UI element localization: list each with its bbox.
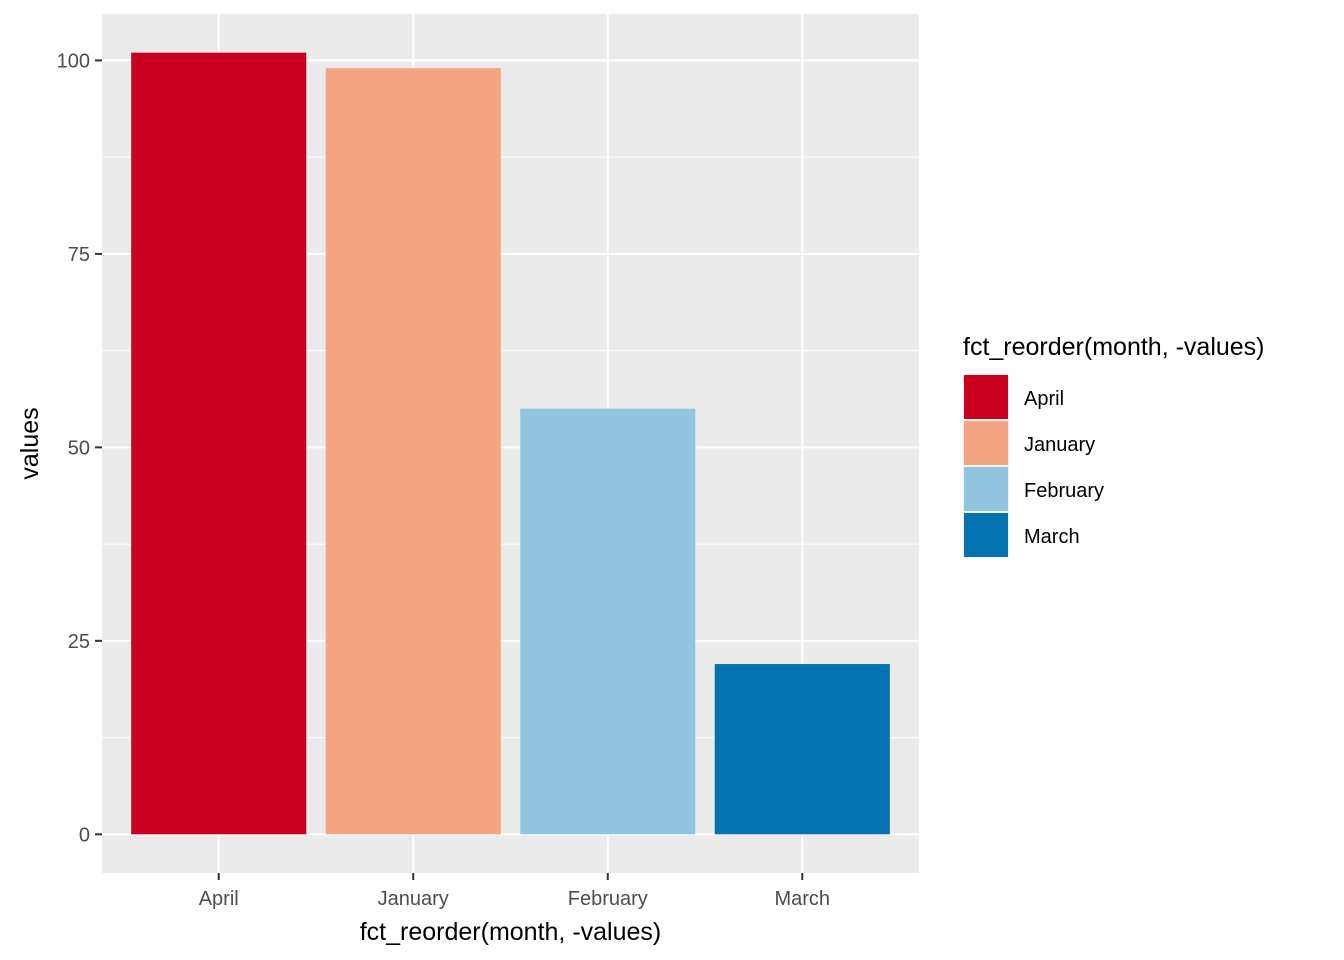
bar-february <box>520 408 696 835</box>
x-axis-title: fct_reorder(month, -values) <box>360 918 662 946</box>
legend-swatch-march <box>964 513 1008 557</box>
x-tick-label: March <box>774 888 830 910</box>
x-axis: April January February March <box>199 873 830 910</box>
x-tick-label: February <box>568 888 648 910</box>
bar-january <box>325 68 501 835</box>
legend-label: February <box>1024 480 1104 502</box>
y-axis: 0 25 50 75 100 <box>57 50 102 846</box>
legend-label: March <box>1024 526 1080 548</box>
legend-swatch-april <box>964 375 1008 419</box>
bars <box>131 52 890 835</box>
y-tick-label: 0 <box>79 824 90 846</box>
y-tick-label: 50 <box>68 437 90 459</box>
legend-label: January <box>1024 434 1095 456</box>
y-axis-title: values <box>16 407 44 479</box>
x-tick-label: April <box>199 888 239 910</box>
legend-label: April <box>1024 388 1064 410</box>
y-tick-label: 25 <box>68 631 90 653</box>
y-tick-label: 75 <box>68 244 90 266</box>
legend-swatch-february <box>964 467 1008 511</box>
legend: fct_reorder(month, -values) April January… <box>963 333 1265 558</box>
x-tick-label: January <box>378 888 449 910</box>
legend-swatch-january <box>964 421 1008 465</box>
legend-title: fct_reorder(month, -values) <box>963 333 1265 361</box>
bar-april <box>131 52 307 835</box>
y-tick-label: 100 <box>57 50 90 72</box>
bar-march <box>714 664 890 835</box>
